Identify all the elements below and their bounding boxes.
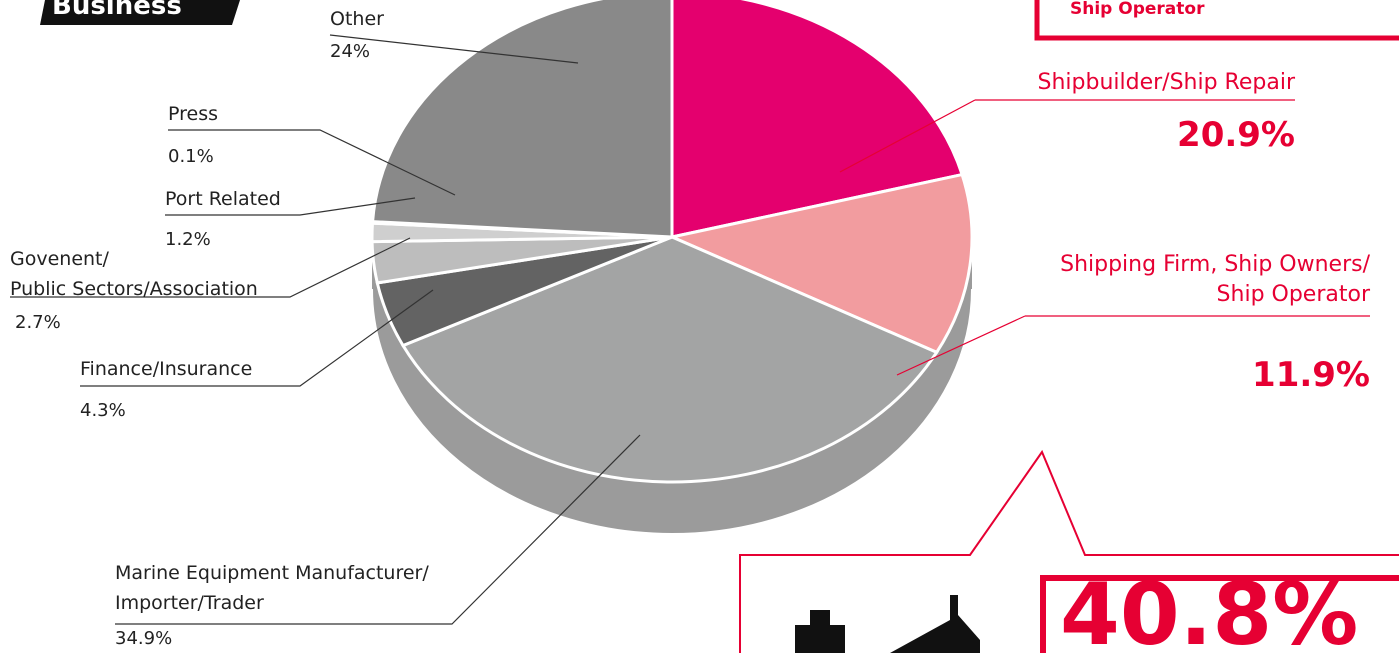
- value-label: 11.9%: [1252, 355, 1370, 395]
- top-box: [1034, 0, 1399, 41]
- title-banner: [40, 0, 240, 25]
- leader-line: [10, 237, 411, 298]
- page: {"header": {"title": "Business"}, "chart…: [10, 0, 1399, 665]
- leader-line: [896, 315, 1370, 376]
- value-label: 2.7%: [15, 312, 61, 333]
- value-label: 24%: [330, 41, 371, 62]
- leader-line: [168, 129, 456, 196]
- category-label: Shipping Firm, Ship Owners/ Ship Operato…: [1060, 252, 1370, 307]
- category-label: Shipbuilder/Ship Repair: [1037, 70, 1296, 95]
- category-label: Marine Equipment Manufacturer/ Importer/…: [115, 562, 429, 614]
- callout: [739, 449, 1399, 653]
- value-label: 20.9%: [1177, 115, 1295, 155]
- pie-slice: [670, 0, 965, 239]
- value-label: 1.2%: [165, 229, 211, 250]
- title: Business: [52, 0, 182, 21]
- category-label: Other: [330, 8, 384, 30]
- leader-line: [165, 197, 416, 216]
- icon: [810, 610, 830, 630]
- leader-line: [329, 34, 579, 64]
- category-label: Port Related: [165, 188, 281, 210]
- category-label: Govenent/ Public Sectors/Association: [10, 248, 258, 300]
- highlight-text: 40.8%: [1060, 565, 1359, 665]
- category-label: Press: [168, 103, 219, 125]
- leader-line: [115, 434, 641, 625]
- pie-slice: [370, 0, 674, 239]
- pie-slice: [400, 235, 939, 484]
- value-label: 4.3%: [80, 400, 126, 421]
- leader-line: [839, 99, 1295, 173]
- icon: [890, 595, 980, 653]
- category-label: Finance/Insurance: [80, 358, 253, 380]
- chart: [10, 0, 1399, 653]
- value-label: 34.9%: [115, 628, 173, 649]
- leader-line: [80, 289, 434, 387]
- pie-slice: [667, 172, 974, 355]
- value-label: 0.1%: [168, 146, 214, 167]
- highlight-box: [1040, 575, 1399, 653]
- top-box-text: Ship Operator: [1070, 0, 1205, 19]
